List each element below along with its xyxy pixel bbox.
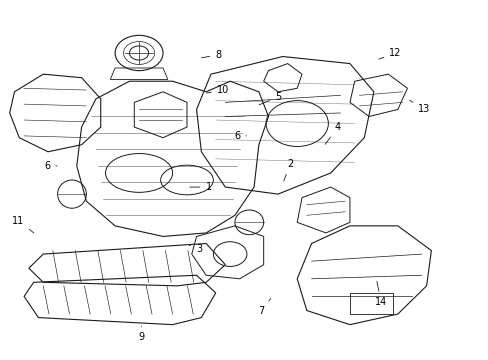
Text: 6: 6 (44, 161, 57, 171)
Text: 11: 11 (12, 216, 34, 233)
Text: 5: 5 (259, 92, 281, 105)
Text: 2: 2 (283, 159, 292, 181)
Text: 13: 13 (409, 100, 429, 114)
Text: 9: 9 (138, 326, 144, 342)
Text: 7: 7 (258, 298, 270, 315)
Text: 6: 6 (234, 131, 246, 141)
Text: 8: 8 (201, 50, 221, 60)
Text: 10: 10 (206, 85, 228, 95)
Text: 3: 3 (189, 244, 202, 254)
Text: 12: 12 (378, 48, 401, 59)
Text: 4: 4 (325, 122, 340, 144)
Text: 1: 1 (189, 182, 211, 192)
Text: 14: 14 (374, 282, 386, 307)
